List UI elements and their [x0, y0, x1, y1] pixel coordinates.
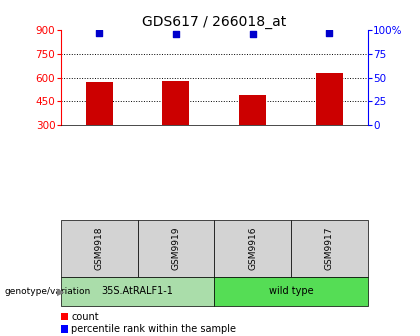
Text: count: count [71, 311, 99, 322]
Point [326, 30, 333, 36]
Bar [214, 277, 368, 306]
Text: GSM9916: GSM9916 [248, 227, 257, 270]
Bar [239, 95, 266, 125]
Bar [214, 220, 291, 277]
Bar [61, 220, 138, 277]
Point [249, 31, 256, 37]
Bar [61, 313, 68, 320]
Text: GSM9919: GSM9919 [171, 227, 180, 270]
Text: 35S.AtRALF1-1: 35S.AtRALF1-1 [102, 287, 173, 296]
Text: GSM9917: GSM9917 [325, 227, 333, 270]
Text: wild type: wild type [268, 287, 313, 296]
Text: percentile rank within the sample: percentile rank within the sample [71, 324, 236, 334]
Text: genotype/variation: genotype/variation [4, 287, 90, 296]
Point [96, 30, 102, 36]
Point [173, 31, 179, 37]
Bar [291, 220, 368, 277]
Bar [86, 82, 113, 125]
Text: ▶: ▶ [57, 287, 64, 296]
Title: GDS617 / 266018_at: GDS617 / 266018_at [142, 15, 286, 29]
Bar [163, 81, 189, 125]
Bar [316, 73, 343, 125]
Bar [61, 325, 68, 333]
Bar [61, 277, 214, 306]
Text: GSM9918: GSM9918 [95, 227, 104, 270]
Bar [138, 220, 214, 277]
